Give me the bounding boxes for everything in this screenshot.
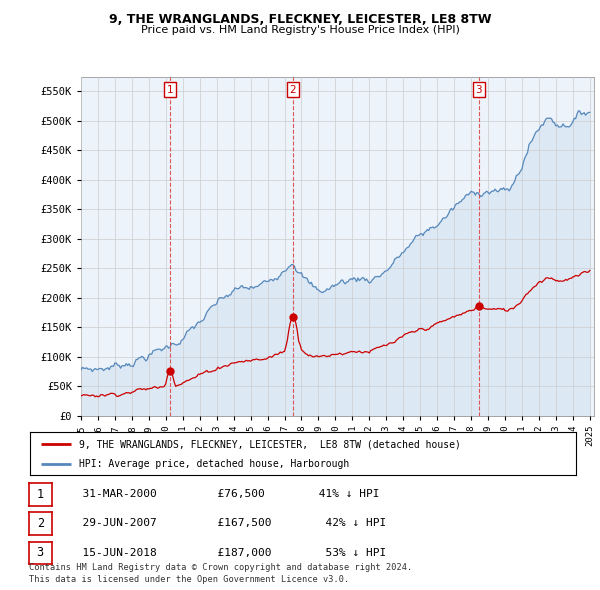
Text: 3: 3 (37, 546, 44, 559)
Text: 9, THE WRANGLANDS, FLECKNEY, LEICESTER, LE8 8TW: 9, THE WRANGLANDS, FLECKNEY, LEICESTER, … (109, 13, 491, 26)
Text: 29-JUN-2007         £167,500        42% ↓ HPI: 29-JUN-2007 £167,500 42% ↓ HPI (69, 519, 386, 528)
Text: 2: 2 (290, 84, 296, 94)
Text: 31-MAR-2000         £76,500        41% ↓ HPI: 31-MAR-2000 £76,500 41% ↓ HPI (69, 490, 380, 499)
Text: 2: 2 (37, 517, 44, 530)
Text: Price paid vs. HM Land Registry's House Price Index (HPI): Price paid vs. HM Land Registry's House … (140, 25, 460, 35)
Text: 15-JUN-2018         £187,000        53% ↓ HPI: 15-JUN-2018 £187,000 53% ↓ HPI (69, 548, 386, 558)
Text: HPI: Average price, detached house, Harborough: HPI: Average price, detached house, Harb… (79, 460, 349, 469)
Text: Contains HM Land Registry data © Crown copyright and database right 2024.: Contains HM Land Registry data © Crown c… (29, 563, 412, 572)
Text: This data is licensed under the Open Government Licence v3.0.: This data is licensed under the Open Gov… (29, 575, 349, 584)
Text: 9, THE WRANGLANDS, FLECKNEY, LEICESTER,  LE8 8TW (detached house): 9, THE WRANGLANDS, FLECKNEY, LEICESTER, … (79, 440, 461, 450)
Text: 1: 1 (167, 84, 173, 94)
Text: 1: 1 (37, 488, 44, 501)
Text: 3: 3 (476, 84, 482, 94)
